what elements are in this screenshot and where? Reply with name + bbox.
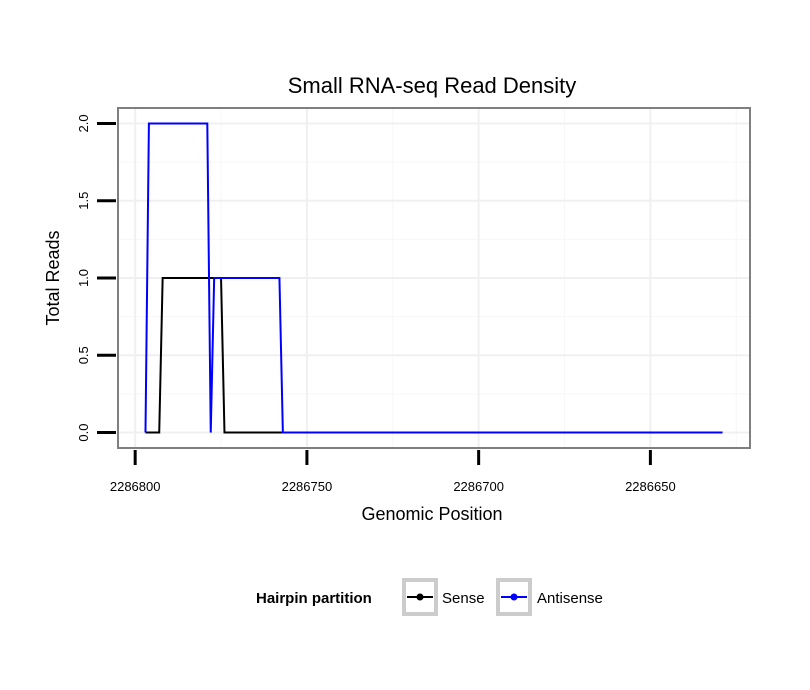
legend-label-antisense: Antisense xyxy=(537,590,603,607)
legend-marker-sense xyxy=(416,593,424,601)
x-tick-label: 2286800 xyxy=(110,479,161,494)
x-axis-title: Genomic Position xyxy=(361,504,502,524)
y-axis-title: Total Reads xyxy=(43,230,63,325)
legend-marker-antisense xyxy=(510,593,518,601)
legend-label-sense: Sense xyxy=(442,590,485,607)
chart-title: Small RNA-seq Read Density xyxy=(288,73,577,98)
plot-panel-border xyxy=(117,107,751,449)
x-tick-label: 2286700 xyxy=(453,479,504,494)
x-axis: 2286800 2286750 2286700 2286650 xyxy=(110,450,676,494)
y-axis: 0.0 0.5 1.0 1.5 2.0 xyxy=(76,114,116,442)
legend-item-antisense: Antisense xyxy=(496,578,603,616)
x-tick-label: 2286750 xyxy=(282,479,333,494)
series-layer xyxy=(144,122,723,434)
series-line-antisense xyxy=(144,122,723,434)
legend: Hairpin partition Sense Antisense xyxy=(256,578,603,616)
y-tick-label: 0.0 xyxy=(76,424,91,442)
x-tick-label: 2286650 xyxy=(625,479,676,494)
legend-title: Hairpin partition xyxy=(256,590,372,607)
y-tick-label: 1.5 xyxy=(76,192,91,210)
y-tick-label: 1.0 xyxy=(76,269,91,287)
y-tick-label: 0.5 xyxy=(76,346,91,364)
legend-item-sense: Sense xyxy=(402,578,485,616)
y-tick-label: 2.0 xyxy=(76,114,91,132)
